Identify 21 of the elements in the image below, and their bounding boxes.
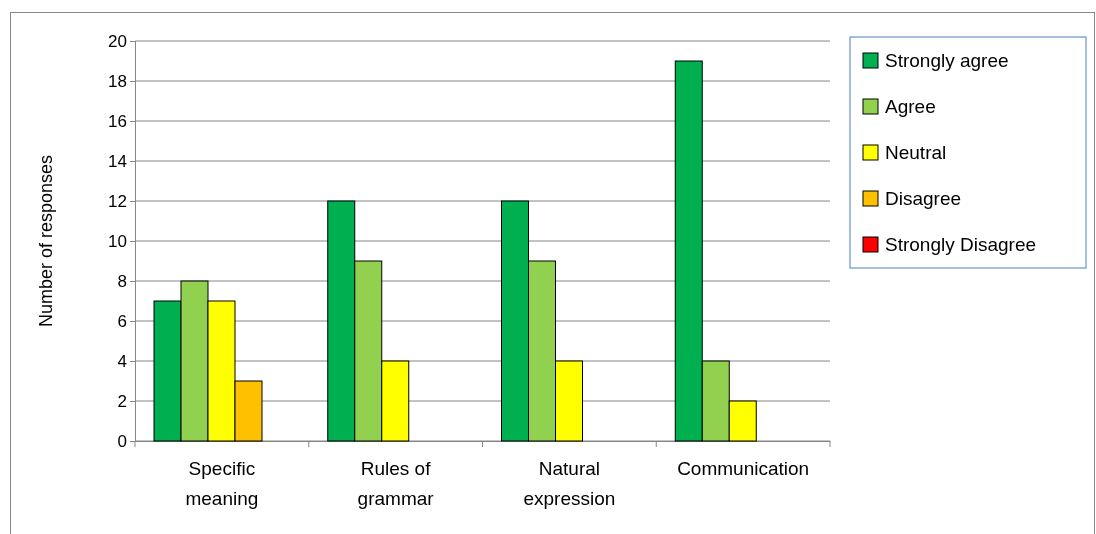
y-tick-label: 6 [117, 311, 127, 331]
y-tick-label: 4 [117, 351, 127, 371]
legend-label: Strongly Disagree [885, 234, 1037, 255]
legend-label: Neutral [885, 142, 947, 163]
x-tick-label: Specific meaning [185, 458, 259, 509]
x-tick-label: Communication [677, 458, 810, 479]
legend-label: Agree [885, 96, 936, 117]
y-tick-label: 16 [108, 111, 127, 131]
y-tick-label: 2 [117, 391, 127, 411]
y-tick-label: 10 [108, 231, 127, 251]
x-tick-label: Rules of grammar [357, 458, 435, 509]
y-tick-label: 12 [108, 191, 127, 211]
legend-label: Strongly agree [885, 50, 1009, 71]
y-tick-label: 8 [117, 271, 127, 291]
y-tick-label: 0 [117, 431, 127, 451]
x-tick-label: Natural expression [523, 458, 616, 509]
legend-label: Disagree [885, 188, 962, 209]
y-axis-title: Number of responses [36, 154, 56, 328]
y-tick-label: 14 [108, 151, 127, 171]
y-tick-label: 18 [108, 71, 127, 91]
y-tick-label: 20 [108, 31, 127, 51]
